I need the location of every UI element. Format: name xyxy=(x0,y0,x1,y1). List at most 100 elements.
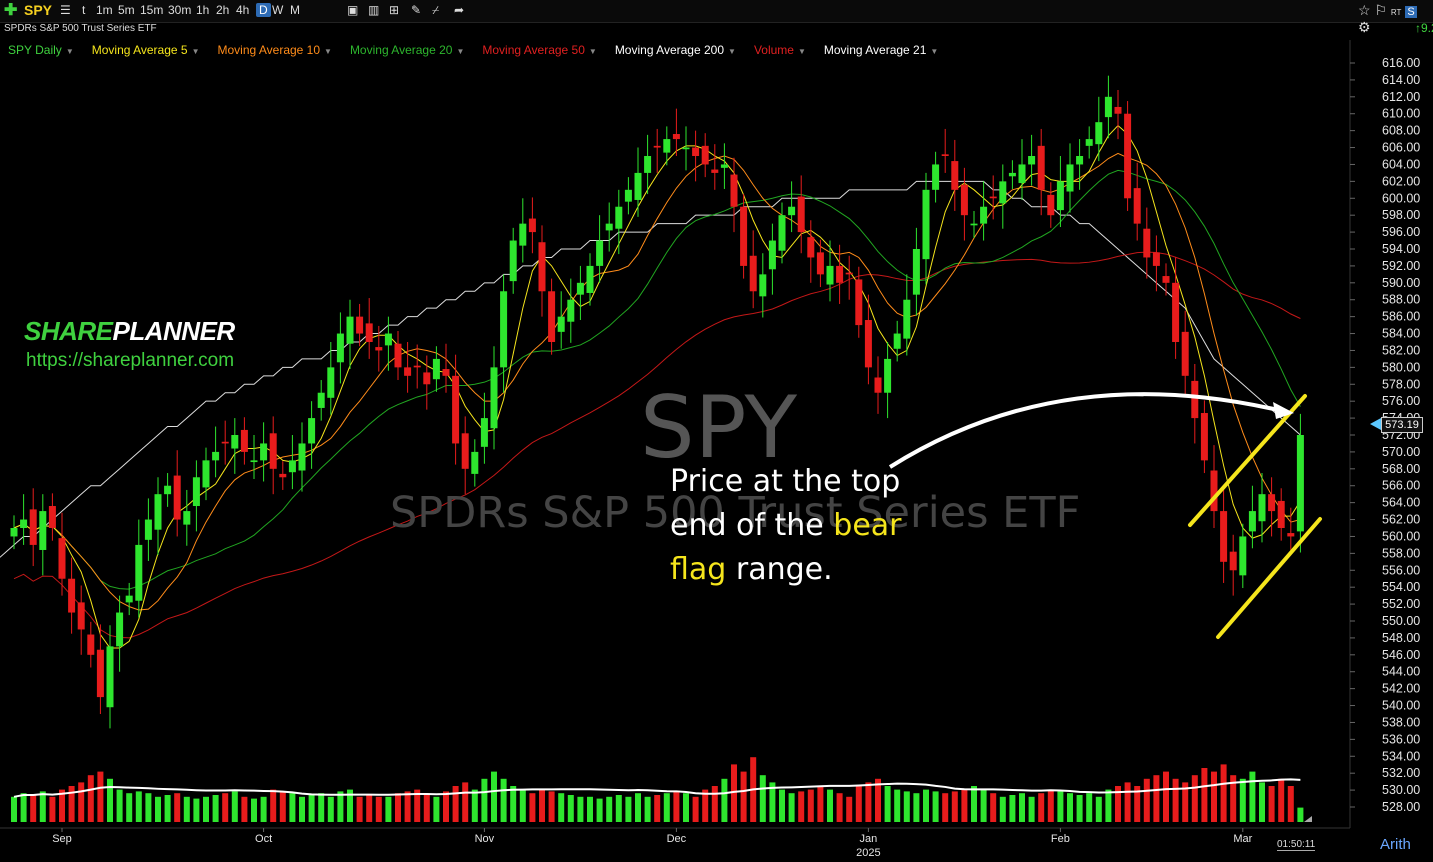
y-tick-label: 530.00 xyxy=(1382,783,1420,797)
legend-item[interactable]: SPY Daily ▼ xyxy=(8,43,74,57)
candle-body xyxy=(1095,122,1103,145)
y-tick-label: 564.00 xyxy=(1382,496,1420,510)
legend-item[interactable]: Moving Average 20 ▼ xyxy=(350,43,464,57)
legend-item[interactable]: Moving Average 5 ▼ xyxy=(92,43,200,57)
y-tick-label: 532.00 xyxy=(1382,766,1420,780)
volume-bar xyxy=(1211,771,1217,822)
interval-m[interactable]: M xyxy=(290,3,300,17)
candle-body xyxy=(1152,252,1160,266)
y-tick-label: 586.00 xyxy=(1382,310,1420,324)
scale-mode-button[interactable]: Arith xyxy=(1380,836,1411,853)
volume-bar xyxy=(1009,795,1016,822)
candle-body xyxy=(20,519,28,528)
interval-t[interactable]: t xyxy=(82,3,86,17)
candle-body xyxy=(1172,282,1180,342)
candle-body xyxy=(1114,106,1122,114)
candle-body xyxy=(471,451,479,474)
symbol-selector[interactable]: SPY xyxy=(24,2,53,18)
y-tick-label: 614.00 xyxy=(1382,73,1420,87)
candle-body xyxy=(644,156,652,173)
list-icon[interactable]: ☰ xyxy=(60,3,71,17)
volume-bar xyxy=(135,791,142,822)
interval-5m[interactable]: 5m xyxy=(118,3,135,17)
candle-body xyxy=(29,509,37,545)
y-tick-label: 560.00 xyxy=(1382,529,1420,543)
interval-30m[interactable]: 30m xyxy=(168,3,192,17)
volume-bar xyxy=(798,791,805,822)
legend-item[interactable]: Moving Average 21 ▼ xyxy=(824,43,938,57)
interval-2h[interactable]: 2h xyxy=(216,3,230,17)
volume-bar xyxy=(731,764,737,822)
candle-body xyxy=(404,367,412,376)
volume-bar xyxy=(500,778,507,822)
y-tick-label: 600.00 xyxy=(1382,191,1420,205)
bars-icon[interactable]: ▥ xyxy=(368,3,380,17)
interval-d[interactable]: D xyxy=(256,3,271,17)
ma5-line xyxy=(13,124,1301,649)
legend-label: Moving Average 50 xyxy=(482,43,585,57)
candle-body xyxy=(1028,156,1036,165)
flag-icon[interactable]: ⚐ xyxy=(1374,2,1388,18)
settings-icon[interactable]: ⚙ xyxy=(1358,19,1371,35)
candle-body xyxy=(39,511,47,550)
volume-bar xyxy=(1105,789,1112,822)
volume-bar xyxy=(654,795,661,822)
candle-body xyxy=(720,164,728,168)
candle-body xyxy=(192,477,200,507)
candle-body xyxy=(164,485,172,495)
brush-icon[interactable]: ⌿ xyxy=(432,3,440,17)
candle-body xyxy=(749,255,757,292)
legend-item[interactable]: Moving Average 10 ▼ xyxy=(218,43,332,57)
draw-icon[interactable]: ✎ xyxy=(411,3,422,17)
interval-1m[interactable]: 1m xyxy=(96,3,113,17)
volume-bar xyxy=(558,793,565,822)
candle-body xyxy=(394,343,402,368)
chart-type-icon[interactable]: ▣ xyxy=(347,3,359,17)
y-tick-label: 540.00 xyxy=(1382,699,1420,713)
candle-body xyxy=(528,218,536,233)
candle-body xyxy=(1200,413,1208,461)
candle-body xyxy=(240,429,248,452)
ma20-line xyxy=(13,169,1301,590)
candle-body xyxy=(1248,511,1256,532)
indicators-icon[interactable]: ⊞ xyxy=(389,3,400,17)
volume-bar xyxy=(683,793,689,822)
interval-15m[interactable]: 15m xyxy=(140,3,164,17)
legend-item[interactable]: Volume ▼ xyxy=(754,43,806,57)
volume-bar xyxy=(577,796,584,822)
volume-bar xyxy=(894,789,901,822)
legend-item[interactable]: Moving Average 50 ▼ xyxy=(482,43,596,57)
candle-body xyxy=(356,316,364,334)
share-icon[interactable]: ➦ xyxy=(454,3,465,17)
share-s-icon[interactable]: S xyxy=(1405,6,1417,18)
legend-item[interactable]: Moving Average 200 ▼ xyxy=(615,43,736,57)
volume-bar xyxy=(183,796,190,822)
add-symbol-icon[interactable]: ✚ xyxy=(4,2,18,19)
volume-bar xyxy=(1259,782,1265,822)
candle-body xyxy=(970,223,978,226)
volume-bar xyxy=(875,778,881,822)
candle-body xyxy=(989,196,997,199)
rt-badge[interactable]: RT xyxy=(1390,8,1402,17)
candle-body xyxy=(183,511,191,525)
candle-body xyxy=(442,369,450,376)
volume-bar xyxy=(212,795,219,822)
interval-1h[interactable]: 1h xyxy=(196,3,210,17)
y-tick-label: 608.00 xyxy=(1382,124,1420,138)
candle-body xyxy=(154,494,162,530)
interval-w[interactable]: W xyxy=(272,3,284,17)
volume-bar xyxy=(884,786,891,822)
interval-4h[interactable]: 4h xyxy=(236,3,250,17)
star-icon[interactable]: ☆ xyxy=(1358,2,1371,18)
candle-body xyxy=(365,323,373,342)
brand-logo: SHAREPLANNER xyxy=(24,316,235,346)
candle-body xyxy=(58,538,66,579)
candle-body xyxy=(576,282,584,295)
y-tick-label: 594.00 xyxy=(1382,242,1420,256)
candle-body xyxy=(615,206,623,229)
candle-body xyxy=(548,291,556,342)
candle-body xyxy=(413,365,421,368)
candle-body xyxy=(903,299,911,339)
volume-bar xyxy=(788,793,795,822)
